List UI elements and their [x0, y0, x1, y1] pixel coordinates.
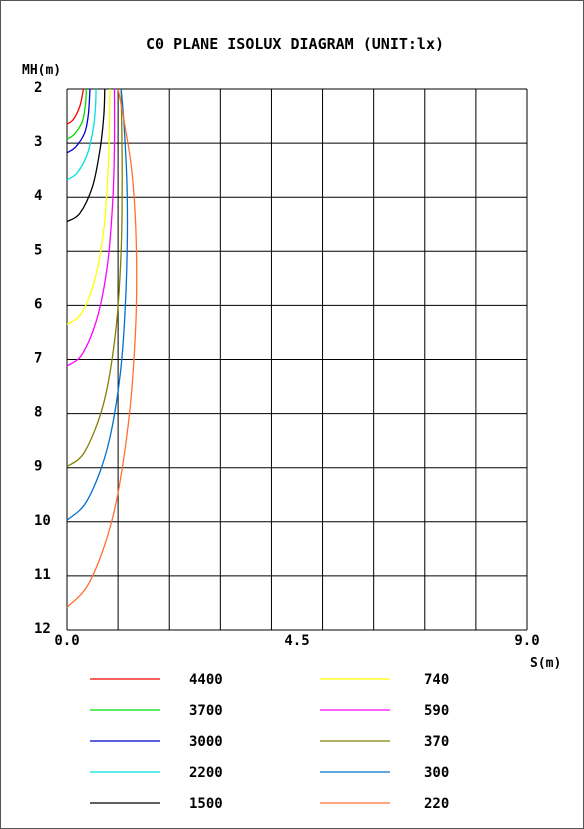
isolux-curve-370: [66, 88, 123, 468]
legend-label-220: 220: [424, 796, 449, 812]
x-axis-label: S(m): [530, 656, 561, 671]
isolux-curve-3000: [66, 88, 91, 154]
y-tick-label: 11: [34, 567, 51, 583]
tick-labels: 2 3 4 5 6 7 8 9 10 11 120.0 4.5 9.0: [34, 80, 540, 649]
isolux-curve-2200: [66, 88, 97, 181]
y-tick-label: 7: [34, 351, 42, 367]
legend-label-3700: 3700: [189, 703, 223, 719]
chart-title: C0 PLANE ISOLUX DIAGRAM (UNIT:lx): [146, 35, 444, 53]
y-tick-label: 4: [34, 188, 42, 204]
y-tick-label: 8: [34, 405, 42, 421]
legend-label-590: 590: [424, 703, 449, 719]
legend-label-1500: 1500: [189, 796, 223, 812]
isolux-curve-3700: [66, 88, 88, 140]
legend: 4400 3700 3000 2200 1500 740 590 370 300 220: [90, 672, 449, 812]
legend-label-4400: 4400: [189, 672, 223, 688]
y-tick-label: 5: [34, 242, 42, 258]
isolux-curve-740: [66, 88, 111, 325]
isolux-curve-590: [66, 88, 116, 367]
isolux-curve-220: [66, 88, 138, 608]
grid: [66, 88, 528, 631]
x-tick-label: 0.0: [54, 633, 79, 649]
y-tick-label: 3: [34, 134, 42, 150]
legend-label-300: 300: [424, 765, 449, 781]
isolux-curve-300: [66, 88, 129, 521]
y-axis-label: MH(m): [22, 63, 61, 78]
x-tick-label: 9.0: [514, 633, 539, 649]
isolux-curve-4400: [66, 88, 85, 125]
isolux-curve-1500: [66, 88, 106, 223]
y-tick-label: 12: [34, 621, 51, 637]
y-tick-label: 10: [34, 513, 51, 529]
legend-label-370: 370: [424, 734, 449, 750]
legend-label-740: 740: [424, 672, 449, 688]
legend-label-2200: 2200: [189, 765, 223, 781]
x-tick-label: 4.5: [284, 633, 309, 649]
y-tick-label: 9: [34, 459, 42, 475]
isolux-curves: [66, 88, 138, 608]
legend-label-3000: 3000: [189, 734, 223, 750]
y-tick-label: 6: [34, 296, 42, 312]
y-tick-label: 2: [34, 80, 42, 96]
